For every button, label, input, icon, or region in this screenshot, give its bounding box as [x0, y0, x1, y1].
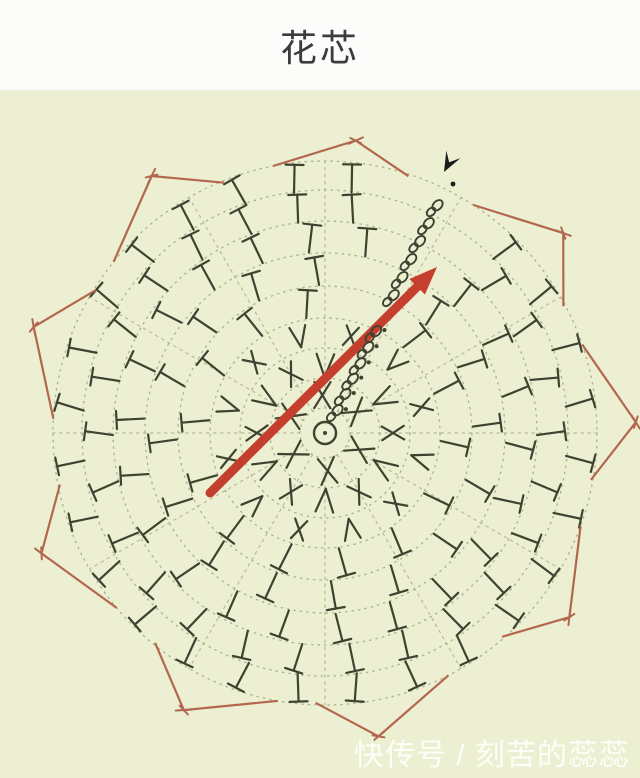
- crochet-diagram-svg: [28, 136, 640, 743]
- stitch-round-6: [114, 222, 537, 645]
- page-header: 花芯: [0, 0, 640, 90]
- direction-arrow: [205, 267, 437, 498]
- stitch-round-4: [179, 288, 472, 579]
- stitch-round-5: [146, 254, 504, 612]
- stitch-round-0: [312, 420, 338, 446]
- stitch-round-7: [82, 193, 568, 675]
- stitch-round-2: [244, 352, 406, 514]
- stitch-round-8: [53, 163, 597, 703]
- watermark-text: 快传号 / 刻苦的蕊蕊: [353, 739, 630, 772]
- petal-outlines: [28, 136, 640, 743]
- start-marker-icon: [444, 150, 461, 187]
- diagram-canvas: 快传号 / 刻苦的蕊蕊: [0, 90, 640, 778]
- page-title: 花芯: [280, 28, 360, 69]
- stitch-round-3: [215, 324, 435, 543]
- chain-start-column: [325, 199, 444, 423]
